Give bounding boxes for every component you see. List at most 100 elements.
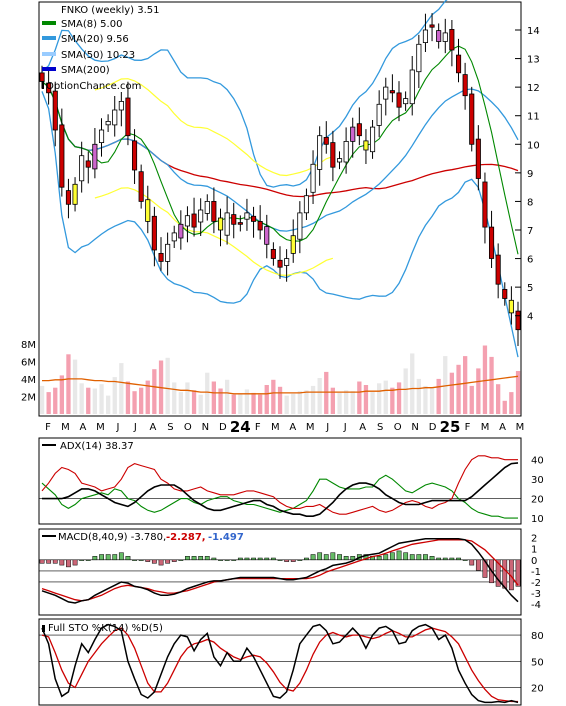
price-candle <box>376 103 382 126</box>
stoch-label: Full STO %K(14) %D(5) <box>48 623 163 634</box>
volume-bar <box>46 392 51 414</box>
price-candle <box>270 248 276 259</box>
macd-histogram-bar <box>151 559 157 564</box>
volume-bar <box>403 368 408 414</box>
macd-plot <box>39 538 521 604</box>
volume-bar <box>59 375 64 414</box>
x-tick-label: A <box>499 422 506 433</box>
volume-bar <box>337 392 342 414</box>
x-tick-label: A <box>149 422 156 433</box>
sma50-swatch <box>42 52 56 56</box>
price-candle <box>284 258 290 266</box>
volume-bar <box>211 381 216 414</box>
volume-bar <box>92 388 97 414</box>
volume-bar <box>244 389 250 414</box>
macd-histogram-bar <box>218 559 223 561</box>
macd-histogram-bar <box>396 550 402 561</box>
price-candle <box>277 259 283 268</box>
macd-histogram-bar <box>290 559 296 562</box>
volume-bar <box>330 387 335 414</box>
stoch-y-tick-label: 50 <box>531 657 544 668</box>
volume-bar <box>456 364 461 414</box>
macd-histogram-bar <box>515 559 521 587</box>
volume-bar <box>277 386 283 414</box>
macd-histogram-bar <box>297 559 303 561</box>
macd-histogram-bar <box>409 554 415 561</box>
volume-bar <box>476 368 481 414</box>
macd-histogram-bar <box>165 559 171 564</box>
price-candle <box>449 28 455 51</box>
price-candle <box>131 140 138 171</box>
macd-y-tick-label: 2 <box>531 534 537 545</box>
volume-bar <box>502 400 507 414</box>
legend-sma8: SMA(8) 5.00 <box>61 19 122 30</box>
price-candle <box>237 222 243 225</box>
price-candle <box>356 123 362 137</box>
macd-histogram-bar <box>462 559 468 561</box>
macd-histogram-bar <box>495 559 501 587</box>
price-candle <box>409 69 415 105</box>
adx-legend: ADX(14) 38.37 <box>42 441 134 452</box>
source-swatch <box>42 81 44 89</box>
macd-y-tick-label: -1 <box>531 567 541 578</box>
x-tick-label: S <box>167 422 173 433</box>
volume-average-line <box>42 375 519 395</box>
volume-bar <box>251 392 256 414</box>
volume-bar <box>396 382 402 414</box>
price-candle <box>145 199 151 222</box>
volume-bar <box>449 372 454 414</box>
price-candle <box>369 126 376 153</box>
macd-histogram-bar <box>244 557 250 561</box>
price-candle <box>112 109 118 126</box>
sma20-line <box>41 80 519 232</box>
x-tick-label: S <box>377 422 383 433</box>
plus-di-line <box>41 474 518 519</box>
volume-bar <box>145 380 150 414</box>
volume-plot <box>39 345 521 414</box>
macd-histogram-bar <box>502 559 508 589</box>
envelope-lower-line <box>94 187 334 277</box>
macd-y-tick-label: -4 <box>531 600 541 611</box>
price-candle <box>224 212 230 236</box>
macd-histogram-bar <box>231 559 237 561</box>
macd-histogram-bar <box>72 559 78 566</box>
x-tick-label: 25 <box>440 418 461 436</box>
price-candle <box>462 74 468 97</box>
legend-sma200: SMA(200) <box>61 65 110 76</box>
macd-histogram-bar <box>237 557 243 561</box>
stoch-plot <box>39 623 521 704</box>
macd-value2: -1.497 <box>208 532 244 543</box>
x-tick-label: J <box>343 422 347 433</box>
price-candle <box>429 24 435 28</box>
price-candle <box>257 220 263 231</box>
volume-bar <box>271 379 276 414</box>
sma200-swatch <box>42 67 56 71</box>
volume-bar <box>291 393 296 414</box>
volume-bar <box>324 371 329 414</box>
macd-histogram-bar <box>264 557 270 561</box>
price-candle <box>290 235 296 254</box>
bollinger-upper-line <box>41 0 448 188</box>
macd-histogram-bar <box>92 556 98 561</box>
volume-bar <box>310 385 316 414</box>
macd-line <box>41 538 519 604</box>
x-tick-label: A <box>359 422 366 433</box>
volume-bar <box>390 387 395 414</box>
volume-bar <box>370 392 375 414</box>
volume-bar <box>423 385 428 414</box>
adx-y-tick-label: 40 <box>531 456 544 467</box>
price-candle <box>469 93 475 145</box>
volume-bar <box>436 378 441 414</box>
macd-histogram-bar <box>343 556 349 561</box>
adx-y-tick-label: 20 <box>531 495 544 506</box>
volume-y-tick-label: 6M <box>21 357 36 368</box>
volume-bar <box>152 369 157 414</box>
price-candle <box>72 183 78 205</box>
price-candle <box>403 98 409 105</box>
macd-y-tick-label: 1 <box>531 545 537 556</box>
macd-histogram-bar <box>99 554 104 561</box>
macd-histogram-bar <box>449 557 455 561</box>
x-tick-label: M <box>96 422 105 433</box>
price-candle <box>125 97 131 137</box>
